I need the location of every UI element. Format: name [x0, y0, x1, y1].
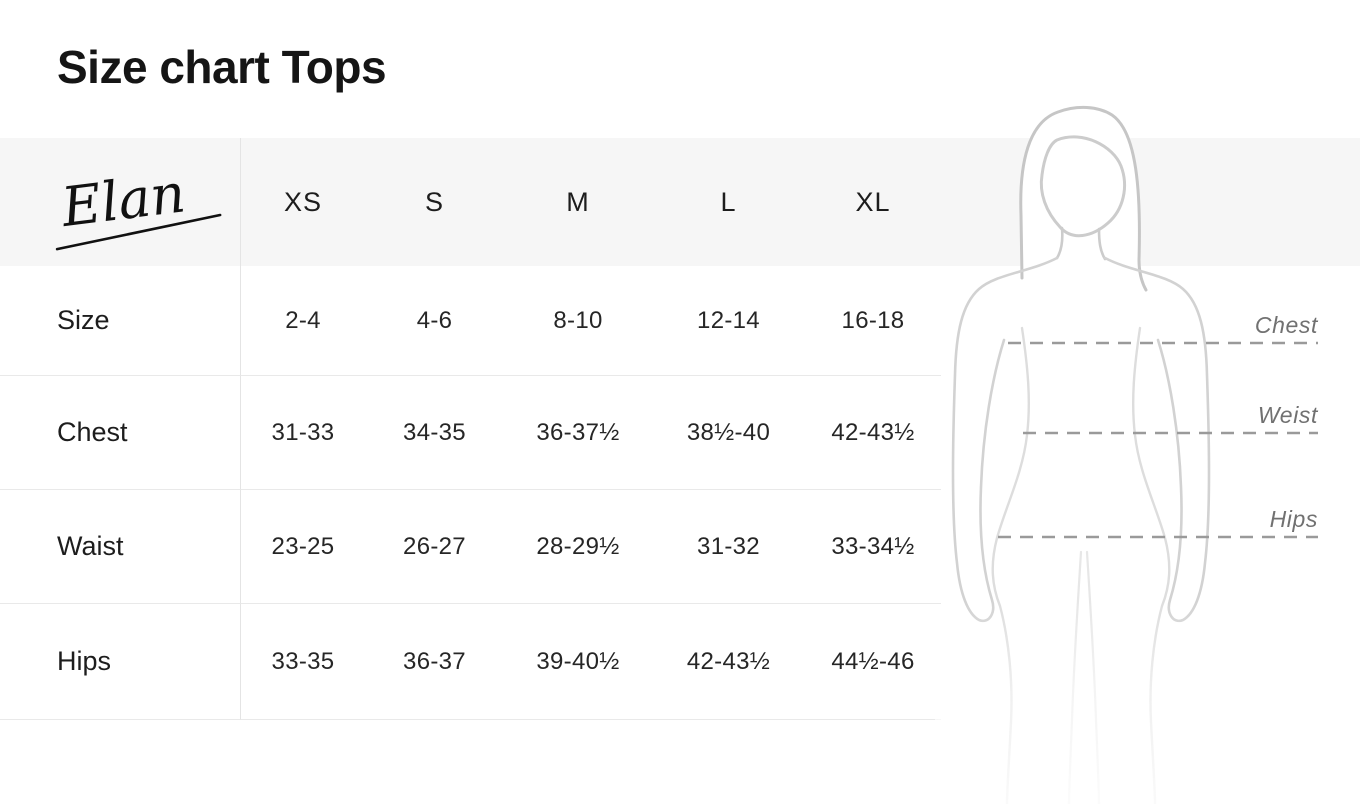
cell-hips-xl: 44½-46	[805, 604, 941, 720]
brand-underline	[55, 213, 222, 250]
row-label-waist: Waist	[0, 490, 241, 604]
column-header-xl: XL	[855, 186, 891, 217]
cell-hips-xs: 33-35	[241, 604, 365, 720]
row-label-chest: Chest	[0, 376, 241, 490]
left-arm-outline	[951, 256, 1059, 623]
female-body-outline-illustration	[951, 106, 1318, 804]
cell-chest-l: 38½-40	[652, 376, 805, 490]
cell-size-xl: 16-18	[805, 266, 941, 376]
hair-outline	[1019, 106, 1148, 292]
row-label-hips: Hips	[0, 604, 241, 720]
cell-chest-xl: 42-43½	[805, 376, 941, 490]
cell-hips-s: 36-37	[365, 604, 504, 720]
face-outline	[1039, 135, 1127, 238]
brand-cell: Elan	[0, 138, 241, 266]
cell-chest-s: 34-35	[365, 376, 504, 490]
column-header-l: L	[720, 186, 737, 217]
cell-chest-m: 36-37½	[504, 376, 652, 490]
left-torso-outline	[991, 326, 1030, 804]
cell-waist-m: 28-29½	[504, 490, 652, 604]
cell-size-xs: 2-4	[241, 266, 365, 376]
cell-hips-l: 42-43½	[652, 604, 805, 720]
cell-hips-m: 39-40½	[504, 604, 652, 720]
row-label-size: Size	[0, 266, 241, 376]
cell-chest-xs: 31-33	[241, 376, 365, 490]
cell-size-l: 12-14	[652, 266, 805, 376]
chest-measure-label: Chest	[1254, 312, 1318, 338]
cell-size-s: 4-6	[365, 266, 504, 376]
cell-waist-s: 26-27	[365, 490, 504, 604]
size-chart-table: Elan XS S M L XL Size 2-4 4-6 8-10 12-14…	[0, 138, 941, 720]
column-header-s: S	[424, 186, 444, 217]
brand-logo: Elan	[55, 161, 222, 250]
hips-measure-label: Hips	[1269, 506, 1318, 532]
column-header-m: M	[566, 186, 590, 217]
page-title: Size chart Tops	[57, 41, 387, 93]
inner-legs-outline	[1067, 550, 1101, 804]
cell-waist-xl: 33-34½	[805, 490, 941, 604]
waist-measure-label: Weist	[1257, 402, 1318, 428]
column-header-xs: XS	[283, 186, 323, 217]
cell-waist-xs: 23-25	[241, 490, 365, 604]
cell-size-m: 8-10	[504, 266, 652, 376]
right-torso-outline	[1132, 326, 1171, 804]
cell-waist-l: 31-32	[652, 490, 805, 604]
right-arm-outline	[1103, 256, 1211, 623]
neck-outline	[1055, 226, 1107, 261]
